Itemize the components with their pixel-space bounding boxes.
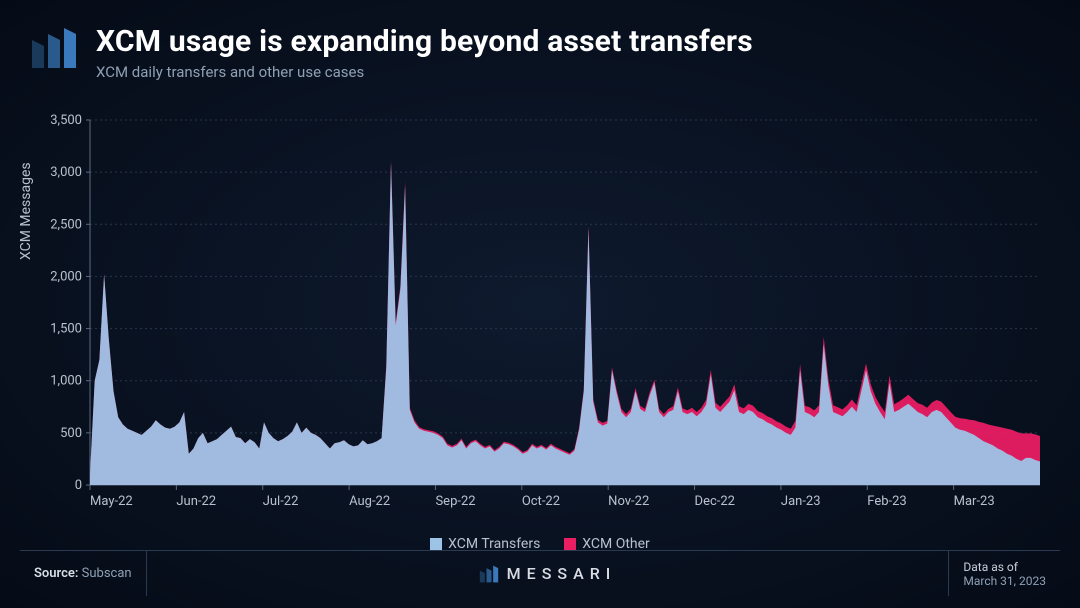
source-label: Source: <box>34 566 78 581</box>
svg-text:Nov-22: Nov-22 <box>608 494 649 509</box>
svg-text:1,500: 1,500 <box>50 322 82 337</box>
messari-logo-small-icon <box>479 564 499 584</box>
svg-text:Aug-22: Aug-22 <box>349 494 390 509</box>
svg-text:Dec-22: Dec-22 <box>695 494 735 509</box>
svg-text:2,000: 2,000 <box>50 269 82 284</box>
svg-text:2,500: 2,500 <box>50 217 82 232</box>
svg-text:Jan-23: Jan-23 <box>781 494 821 509</box>
svg-text:3,000: 3,000 <box>50 165 82 180</box>
svg-text:3,500: 3,500 <box>50 113 82 128</box>
brand-name: MESSARI <box>507 564 617 583</box>
messari-logo-icon <box>30 24 78 72</box>
date-label: Data as of <box>963 560 1046 574</box>
legend-swatch-icon <box>564 538 576 550</box>
svg-text:Jun-22: Jun-22 <box>176 494 216 509</box>
chart-subtitle: XCM daily transfers and other use cases <box>96 63 753 81</box>
svg-text:May-22: May-22 <box>90 494 133 509</box>
date-value: March 31, 2023 <box>963 574 1046 588</box>
legend-swatch-icon <box>430 538 442 550</box>
footer: Source: Subscan MESSARI Data as of March… <box>20 550 1060 596</box>
svg-text:Oct-22: Oct-22 <box>522 494 560 509</box>
svg-text:500: 500 <box>60 426 82 441</box>
svg-text:1,000: 1,000 <box>50 374 82 389</box>
source-block: Source: Subscan <box>20 551 147 596</box>
brand-block: MESSARI <box>147 551 950 596</box>
chart-title: XCM usage is expanding beyond asset tran… <box>96 24 753 59</box>
svg-text:0: 0 <box>75 478 82 493</box>
source-value: Subscan <box>82 566 132 581</box>
svg-text:Mar-23: Mar-23 <box>954 494 995 509</box>
date-block: Data as of March 31, 2023 <box>949 551 1060 596</box>
svg-text:Sep-22: Sep-22 <box>435 494 475 509</box>
chart-area: 0 500 1,000 1,500 2,000 2,500 3,000 3,500 May-22… <box>30 110 1050 530</box>
svg-text:Feb-23: Feb-23 <box>867 494 906 509</box>
header: XCM usage is expanding beyond asset tran… <box>0 0 1080 91</box>
svg-text:Jul-22: Jul-22 <box>263 494 299 509</box>
